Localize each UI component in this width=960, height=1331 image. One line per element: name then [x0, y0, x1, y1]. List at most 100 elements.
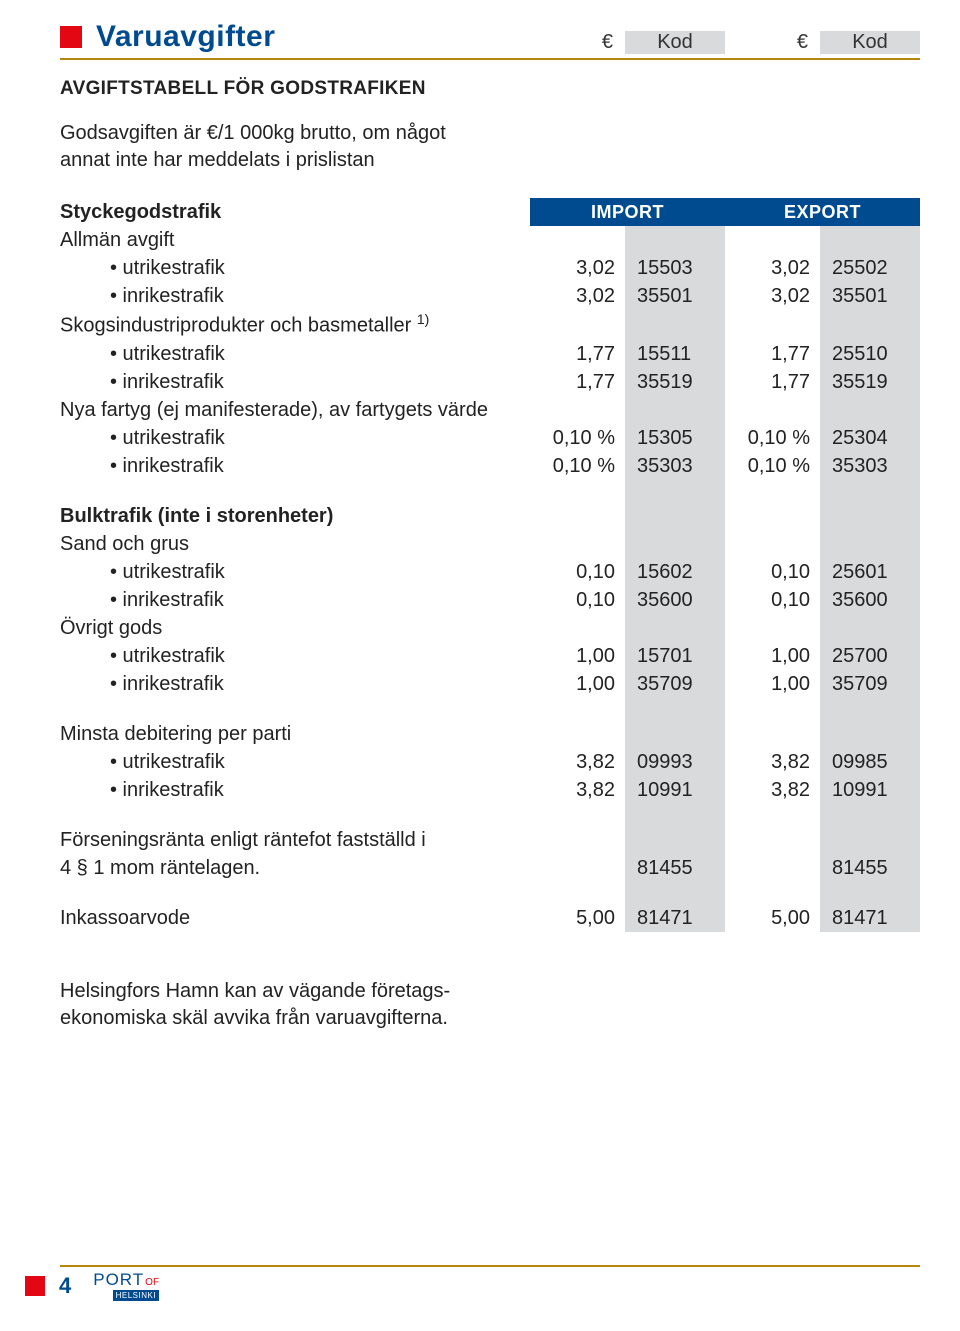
cell-kod-import: 35303 — [625, 452, 725, 480]
cell-euro-export: 0,10 % — [725, 424, 820, 452]
row-label: Nya fartyg (ej manifesterade), av fartyg… — [60, 396, 530, 424]
table-row: Sand och grus — [60, 530, 920, 558]
cell-euro-export: 3,02 — [725, 254, 820, 282]
cell-kod-import — [625, 396, 725, 424]
cell-euro-import: 0,10 % — [530, 452, 625, 480]
header-euro-1: € — [530, 31, 625, 54]
cell-kod-export: 35709 — [820, 670, 920, 698]
banner-export: EXPORT — [725, 198, 920, 226]
table-row: Övrigt gods — [60, 614, 920, 642]
intro-text: Godsavgiften är €/1 000kg brutto, om någ… — [60, 120, 530, 174]
cell-euro-export: 0,10 — [725, 558, 820, 586]
cell-euro-export: 0,10 % — [725, 452, 820, 480]
footer-rule — [60, 1265, 920, 1267]
cell-euro-import — [530, 310, 625, 340]
cell-kod-import — [625, 614, 725, 642]
cell-kod-export — [820, 396, 920, 424]
table-row — [60, 804, 920, 826]
cell-kod-export: 25601 — [820, 558, 920, 586]
table-row: Skogsindustriprodukter och basmetaller 1… — [60, 310, 920, 340]
cell-kod-export: 09985 — [820, 748, 920, 776]
cell-kod-export: 81455 — [820, 854, 920, 882]
table-row — [60, 480, 920, 502]
cell-euro-import: 1,00 — [530, 642, 625, 670]
header-euro-2: € — [725, 31, 820, 54]
subheading: AVGIFTSTABELL FÖR GODSTRAFIKEN — [60, 78, 920, 100]
table-row: • inrikestrafik1,00357091,0035709 — [60, 670, 920, 698]
cell-kod-export: 25510 — [820, 340, 920, 368]
table-row: Allmän avgift — [60, 226, 920, 254]
row-label: Inkassoarvode — [60, 904, 530, 932]
logo-of: OF — [145, 1277, 159, 1288]
header-row: Varuavgifter € Kod € Kod — [60, 20, 920, 60]
cell-euro-import: 0,10 — [530, 558, 625, 586]
table-row: • inrikestrafik1,77355191,7735519 — [60, 368, 920, 396]
table-row: • utrikestrafik3,02155033,0225502 — [60, 254, 920, 282]
cell-kod-export: 35600 — [820, 586, 920, 614]
row-label: • utrikestrafik — [60, 340, 530, 368]
cell-kod-export: 35519 — [820, 368, 920, 396]
table-row — [60, 698, 920, 720]
footnote-line-1: Helsingfors Hamn kan av vägande företags… — [60, 980, 450, 1002]
cell-kod-export — [820, 826, 920, 854]
row-label: • inrikestrafik — [60, 586, 530, 614]
cell-kod-import — [625, 826, 725, 854]
row-label: • inrikestrafik — [60, 282, 530, 310]
cell-kod-export — [820, 530, 920, 558]
cell-kod-export: 81471 — [820, 904, 920, 932]
row-label: • inrikestrafik — [60, 368, 530, 396]
cell-euro-import: 5,00 — [530, 904, 625, 932]
table-row — [60, 882, 920, 904]
price-table: Styckegodstrafik IMPORT EXPORT Allmän av… — [60, 198, 920, 932]
cell-euro-import: 0,10 — [530, 586, 625, 614]
row-label: • inrikestrafik — [60, 452, 530, 480]
row-label: Skogsindustriprodukter och basmetaller 1… — [60, 310, 530, 340]
cell-euro-export: 0,10 — [725, 586, 820, 614]
cell-kod-import: 15305 — [625, 424, 725, 452]
cell-euro-import: 1,00 — [530, 670, 625, 698]
table-row: • utrikestrafik3,82099933,8209985 — [60, 748, 920, 776]
logo-helsinki: HELSINKI — [113, 1290, 159, 1301]
table-row: • inrikestrafik0,10356000,1035600 — [60, 586, 920, 614]
cell-kod-export: 10991 — [820, 776, 920, 804]
cell-kod-import — [625, 502, 725, 530]
row-label: Allmän avgift — [60, 226, 530, 254]
intro-line-2: annat inte har meddelats i prislistan — [60, 149, 375, 171]
cell-kod-import — [625, 720, 725, 748]
header-kod-2: Kod — [820, 31, 920, 54]
cell-kod-export: 35303 — [820, 452, 920, 480]
cell-kod-import: 35600 — [625, 586, 725, 614]
page-title: Varuavgifter — [96, 20, 275, 54]
cell-euro-export — [725, 530, 820, 558]
cell-euro-import: 3,02 — [530, 282, 625, 310]
table-row: • inrikestrafik3,02355013,0235501 — [60, 282, 920, 310]
cell-euro-export: 1,00 — [725, 670, 820, 698]
table-row: Nya fartyg (ej manifesterade), av fartyg… — [60, 396, 920, 424]
cell-kod-import: 35501 — [625, 282, 725, 310]
cell-euro-import: 3,82 — [530, 776, 625, 804]
cell-kod-export — [820, 614, 920, 642]
table-row: • inrikestrafik0,10 %353030,10 %35303 — [60, 452, 920, 480]
cell-euro-export: 5,00 — [725, 904, 820, 932]
table-row: Inkassoarvode5,00814715,0081471 — [60, 904, 920, 932]
cell-euro-import: 1,77 — [530, 368, 625, 396]
cell-kod-import: 15511 — [625, 340, 725, 368]
page-number: 4 — [59, 1273, 71, 1299]
cell-kod-export — [820, 226, 920, 254]
cell-kod-import: 35709 — [625, 670, 725, 698]
row-label: • inrikestrafik — [60, 670, 530, 698]
cell-euro-export — [725, 226, 820, 254]
row-label: • utrikestrafik — [60, 642, 530, 670]
cell-euro-import — [530, 826, 625, 854]
cell-euro-export — [725, 826, 820, 854]
cell-euro-import: 3,82 — [530, 748, 625, 776]
cell-kod-export — [820, 502, 920, 530]
cell-euro-export: 1,00 — [725, 642, 820, 670]
cell-kod-export — [820, 310, 920, 340]
footer: 4 PORT OF HELSINKI — [25, 1270, 159, 1301]
footnote-line-2: ekonomiska skäl avvika från varuavgifter… — [60, 1007, 448, 1029]
cell-euro-export — [725, 310, 820, 340]
footnote-text: Helsingfors Hamn kan av vägande företags… — [60, 978, 530, 1032]
cell-kod-export: 25700 — [820, 642, 920, 670]
cell-kod-import: 15602 — [625, 558, 725, 586]
